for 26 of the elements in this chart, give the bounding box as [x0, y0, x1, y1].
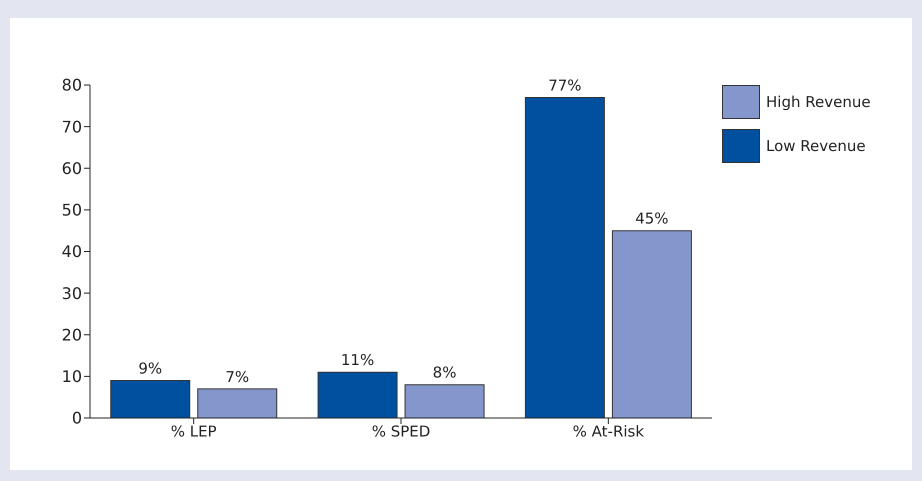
x-tick-label: % SPED [372, 422, 430, 441]
bar [612, 230, 692, 418]
data-label: 11% [340, 351, 374, 370]
y-tick-label: 20 [62, 325, 82, 344]
y-tick-label: 30 [62, 284, 82, 303]
data-label: 9% [138, 360, 162, 378]
y-tick-label: 10 [62, 367, 82, 386]
y-tick-label: 50 [62, 200, 82, 220]
bar [110, 380, 190, 418]
legend-label: High Revenue [766, 93, 871, 111]
x-tick-label: % At-Risk [572, 422, 644, 441]
data-label: 45% [635, 210, 669, 228]
bar [404, 384, 485, 418]
data-label: 77% [548, 76, 582, 94]
legend-label: Low Revenue [766, 137, 866, 155]
y-tick-label: 60 [62, 158, 82, 178]
x-tick-label: % LEP [170, 422, 217, 441]
data-label: 8% [432, 364, 456, 382]
y-tick-label: 40 [62, 242, 82, 262]
bar [197, 388, 278, 418]
y-tick-label: 70 [62, 117, 82, 136]
bar [524, 96, 605, 418]
data-label: 7% [225, 368, 250, 386]
y-tick-label: 0 [72, 408, 82, 428]
y-tick-label: 80 [62, 76, 82, 95]
bar [318, 372, 398, 418]
